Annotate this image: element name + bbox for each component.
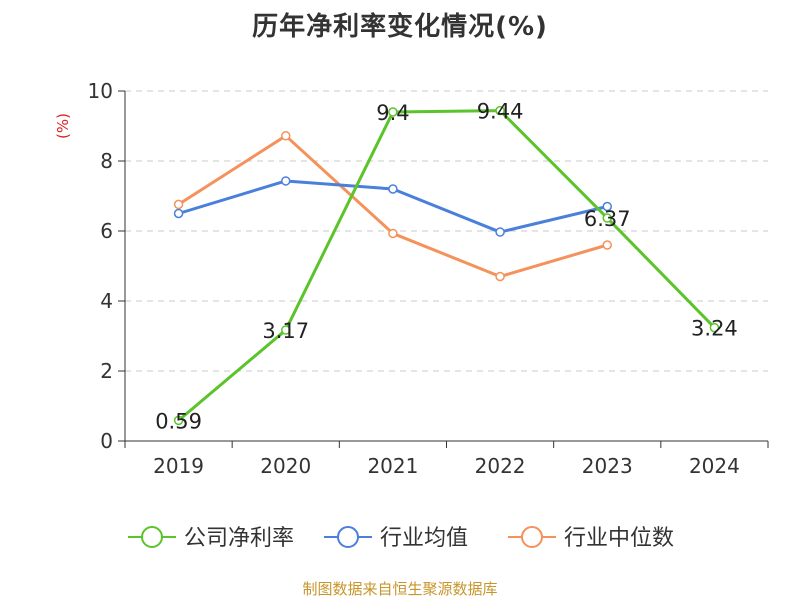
y-axis-label: (%) xyxy=(54,113,72,139)
data-point xyxy=(388,107,398,117)
data-point xyxy=(709,322,720,333)
legend-marker xyxy=(521,526,543,548)
data-point xyxy=(173,415,184,426)
legend-label: 行业均值 xyxy=(380,526,468,551)
legend-marker xyxy=(141,526,163,548)
x-tick-label: 2020 xyxy=(260,454,311,478)
y-tick-label: 4 xyxy=(100,289,113,313)
source-footer: 制图数据来自恒生聚源数据库 xyxy=(302,580,498,598)
data-point xyxy=(173,199,184,210)
data-label: 9.4 xyxy=(376,101,409,125)
series-line xyxy=(177,134,608,278)
x-tick-label: 2022 xyxy=(475,454,526,478)
data-point xyxy=(281,176,291,186)
data-label: 3.24 xyxy=(691,317,738,341)
x-tick-label: 2021 xyxy=(367,454,418,478)
data-point xyxy=(388,184,398,194)
data-point xyxy=(281,131,291,141)
data-label: 3.17 xyxy=(262,319,309,343)
y-tick-label: 8 xyxy=(100,149,113,173)
x-tick-label: 2023 xyxy=(582,454,633,478)
y-tick-label: 2 xyxy=(100,359,113,383)
data-point xyxy=(281,325,291,335)
y-tick-label: 0 xyxy=(100,429,113,453)
x-tick-label: 2019 xyxy=(153,454,204,478)
data-point xyxy=(602,240,612,250)
x-tick-label: 2024 xyxy=(689,454,740,478)
legend-label: 行业中位数 xyxy=(564,526,674,551)
data-label: 6.37 xyxy=(584,207,631,231)
data-label: 9.44 xyxy=(477,100,524,124)
y-tick-label: 10 xyxy=(88,79,113,103)
y-tick-label: 6 xyxy=(100,219,113,243)
data-point xyxy=(173,208,184,219)
data-point xyxy=(602,213,612,223)
legend-label: 公司净利率 xyxy=(184,526,294,551)
data-point xyxy=(495,227,505,237)
series-line xyxy=(177,109,716,422)
data-label: 0.59 xyxy=(155,409,202,433)
chart-title: 历年净利率变化情况(%) xyxy=(252,12,548,42)
data-point xyxy=(602,201,612,212)
data-point xyxy=(495,271,505,282)
data-point xyxy=(388,228,398,239)
data-point xyxy=(495,105,505,116)
legend-marker xyxy=(337,526,359,548)
